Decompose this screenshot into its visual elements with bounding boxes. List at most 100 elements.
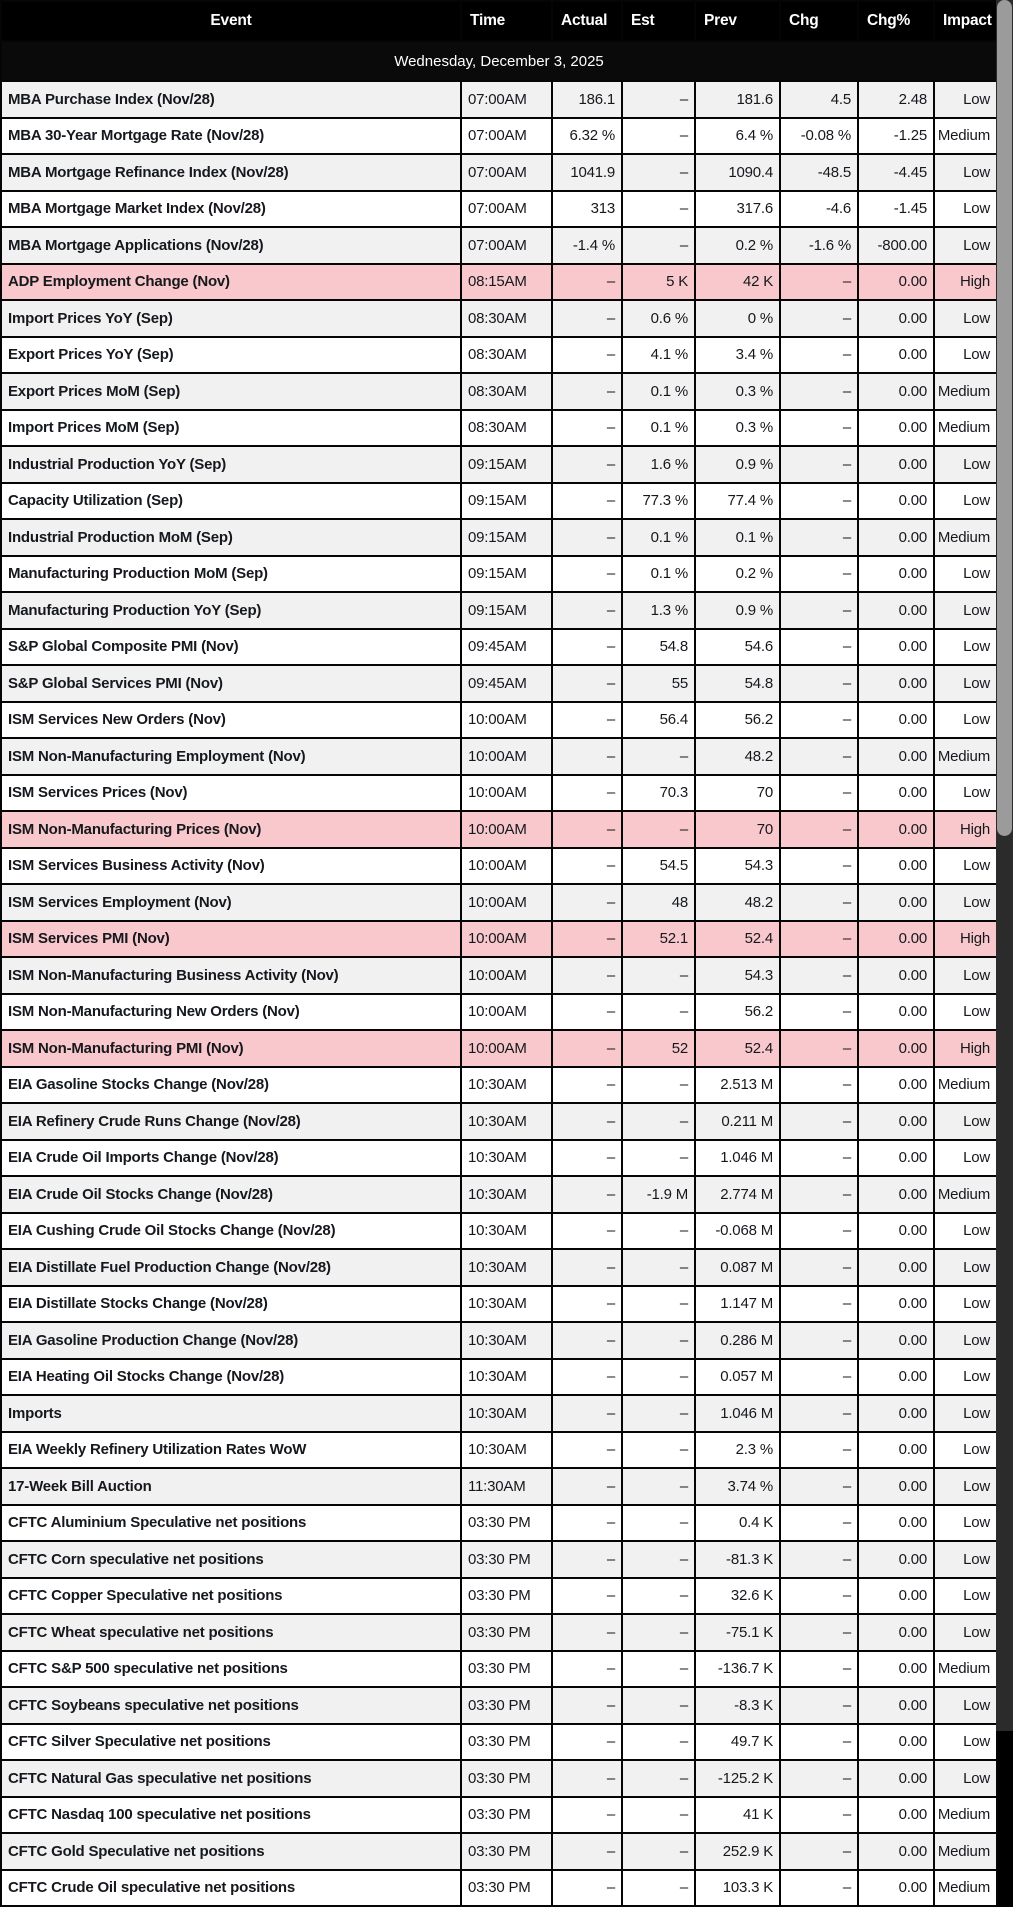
event-row[interactable]: ISM Non-Manufacturing New Orders (Nov) 10… [0, 992, 998, 1031]
est-cell: 48 [621, 883, 696, 922]
event-row[interactable]: Capacity Utilization (Sep) 09:15AM –77.3 %… [0, 481, 998, 520]
event-row[interactable]: Import Prices YoY (Sep) 08:30AM –0.6 % 0 % –… [0, 299, 998, 338]
impact-cell: Low [933, 445, 998, 484]
est-cell: – [621, 189, 696, 228]
time-cell: 09:15AM [460, 554, 553, 593]
time-cell: 03:30 PM [460, 1503, 553, 1542]
event-row[interactable]: 17-Week Bill Auction 11:30AM – –3.74 % –0.00… [0, 1467, 998, 1506]
est-cell: – [621, 992, 696, 1031]
event-row[interactable]: EIA Refinery Crude Runs Change (Nov/28) 1… [0, 1102, 998, 1141]
event-row[interactable]: CFTC Corn speculative net positions 03:30… [0, 1540, 998, 1579]
event-row[interactable]: EIA Weekly Refinery Utilization Rates Wo… [0, 1430, 998, 1469]
scrollbar-thumb[interactable] [997, 0, 1012, 836]
event-row[interactable]: Export Prices MoM (Sep) 08:30AM –0.1 % 0.3 … [0, 372, 998, 411]
event-cell: ISM Non-Manufacturing Prices (Nov) [0, 810, 462, 849]
event-row[interactable]: Import Prices MoM (Sep) 08:30AM –0.1 % 0.3 … [0, 408, 998, 447]
event-row[interactable]: ISM Non-Manufacturing Business Activity … [0, 956, 998, 995]
prev-cell: 41 K [694, 1795, 781, 1834]
impact-cell: Low [933, 773, 998, 812]
prev-cell: 2.3 % [694, 1430, 781, 1469]
column-header-actual: Actual [551, 0, 623, 42]
event-row[interactable]: Industrial Production YoY (Sep) 09:15AM –1… [0, 445, 998, 484]
event-row[interactable]: S&P Global Composite PMI (Nov) 09:45AM –54… [0, 627, 998, 666]
event-row[interactable]: Manufacturing Production YoY (Sep) 09:15A… [0, 591, 998, 630]
est-cell: 77.3 % [621, 481, 696, 520]
est-cell: – [621, 1503, 696, 1542]
event-row[interactable]: Industrial Production MoM (Sep) 09:15AM –0… [0, 518, 998, 557]
prev-cell: 70 [694, 773, 781, 812]
event-row[interactable]: CFTC Copper Speculative net positions 03:… [0, 1576, 998, 1615]
impact-cell: Low [933, 554, 998, 593]
event-row[interactable]: ISM Services Prices (Nov) 10:00AM –70.3 70–… [0, 773, 998, 812]
est-cell: – [621, 1321, 696, 1360]
event-row[interactable]: Manufacturing Production MoM (Sep) 09:15A… [0, 554, 998, 593]
prev-cell: 54.3 [694, 846, 781, 885]
est-cell: – [621, 1065, 696, 1104]
event-row[interactable]: ISM Non-Manufacturing PMI (Nov) 10:00AM –5… [0, 1029, 998, 1068]
event-cell: ISM Services Business Activity (Nov) [0, 846, 462, 885]
event-row[interactable]: Imports 10:30AM – –1.046 M –0.00 Low [0, 1394, 998, 1433]
actual-cell: – [551, 1284, 623, 1323]
event-row[interactable]: S&P Global Services PMI (Nov) 09:45AM –55 5… [0, 664, 998, 703]
event-row[interactable]: MBA Mortgage Refinance Index (Nov/28) 07:… [0, 153, 998, 192]
event-row[interactable]: ADP Employment Change (Nov) 08:15AM –5 K 42… [0, 262, 998, 301]
event-row[interactable]: Export Prices YoY (Sep) 08:30AM –4.1 % 3.4 … [0, 335, 998, 374]
event-row[interactable]: EIA Crude Oil Stocks Change (Nov/28) 10:3… [0, 1175, 998, 1214]
time-cell: 07:00AM [460, 153, 553, 192]
event-row[interactable]: EIA Heating Oil Stocks Change (Nov/28) 10… [0, 1357, 998, 1396]
event-row[interactable]: CFTC Gold Speculative net positions 03:30… [0, 1832, 998, 1871]
event-row[interactable]: ISM Non-Manufacturing Employment (Nov) 10… [0, 737, 998, 776]
impact-cell: Low [933, 700, 998, 739]
actual-cell: – [551, 919, 623, 958]
event-row[interactable]: CFTC Natural Gas speculative net positio… [0, 1759, 998, 1798]
event-row[interactable]: EIA Gasoline Stocks Change (Nov/28) 10:30… [0, 1065, 998, 1104]
chg-cell: – [779, 883, 859, 922]
event-row[interactable]: EIA Gasoline Production Change (Nov/28) 1… [0, 1321, 998, 1360]
event-row[interactable]: ISM Services New Orders (Nov) 10:00AM –56.… [0, 700, 998, 739]
est-cell: – [621, 1686, 696, 1725]
event-cell: CFTC Crude Oil speculative net positions [0, 1868, 462, 1907]
scrollbar-track[interactable] [996, 0, 1013, 1731]
impact-cell: Low [933, 1284, 998, 1323]
event-cell: EIA Heating Oil Stocks Change (Nov/28) [0, 1357, 462, 1396]
event-cell: ISM Non-Manufacturing Business Activity … [0, 956, 462, 995]
chgpct-cell: 0.00 [857, 1759, 935, 1798]
chgpct-cell: -4.45 [857, 153, 935, 192]
event-row[interactable]: EIA Distillate Fuel Production Change (N… [0, 1248, 998, 1287]
event-row[interactable]: CFTC Wheat speculative net positions 03:3… [0, 1613, 998, 1652]
event-row[interactable]: EIA Distillate Stocks Change (Nov/28) 10:… [0, 1284, 998, 1323]
event-row[interactable]: CFTC Soybeans speculative net positions 0… [0, 1686, 998, 1725]
chgpct-cell: 0.00 [857, 810, 935, 849]
event-row[interactable]: MBA Purchase Index (Nov/28) 07:00AM 186.1–… [0, 80, 998, 119]
chgpct-cell: 0.00 [857, 1211, 935, 1250]
chg-cell: – [779, 591, 859, 630]
impact-cell: Medium [933, 1795, 998, 1834]
event-row[interactable]: ISM Services Employment (Nov) 10:00AM –48 4… [0, 883, 998, 922]
calendar-table-body: MBA Purchase Index (Nov/28) 07:00AM 186.1–… [0, 80, 998, 1907]
event-row[interactable]: CFTC Crude Oil speculative net positions… [0, 1868, 998, 1907]
event-row[interactable]: ISM Non-Manufacturing Prices (Nov) 10:00A… [0, 810, 998, 849]
event-row[interactable]: EIA Crude Oil Imports Change (Nov/28) 10:… [0, 1138, 998, 1177]
event-row[interactable]: CFTC Silver Speculative net positions 03:… [0, 1722, 998, 1761]
event-row[interactable]: MBA Mortgage Market Index (Nov/28) 07:00A… [0, 189, 998, 228]
impact-cell: Medium [933, 1065, 998, 1104]
est-cell: – [621, 1138, 696, 1177]
event-row[interactable]: ISM Services Business Activity (Nov) 10:0… [0, 846, 998, 885]
chg-cell: – [779, 1576, 859, 1615]
event-row[interactable]: MBA 30-Year Mortgage Rate (Nov/28) 07:00A… [0, 116, 998, 155]
prev-cell: -136.7 K [694, 1649, 781, 1688]
prev-cell: 52.4 [694, 1029, 781, 1068]
time-cell: 08:30AM [460, 299, 553, 338]
event-row[interactable]: CFTC S&P 500 speculative net positions 03… [0, 1649, 998, 1688]
chg-cell: – [779, 1832, 859, 1871]
prev-cell: 0.1 % [694, 518, 781, 557]
event-row[interactable]: ISM Services PMI (Nov) 10:00AM –52.1 52.4–0… [0, 919, 998, 958]
event-row[interactable]: CFTC Nasdaq 100 speculative net position… [0, 1795, 998, 1834]
event-row[interactable]: CFTC Aluminium Speculative net positions… [0, 1503, 998, 1542]
time-cell: 07:00AM [460, 189, 553, 228]
event-row[interactable]: MBA Mortgage Applications (Nov/28) 07:00A… [0, 226, 998, 265]
est-cell: – [621, 226, 696, 265]
impact-cell: Medium [933, 1868, 998, 1907]
impact-cell: Low [933, 153, 998, 192]
event-row[interactable]: EIA Cushing Crude Oil Stocks Change (Nov… [0, 1211, 998, 1250]
